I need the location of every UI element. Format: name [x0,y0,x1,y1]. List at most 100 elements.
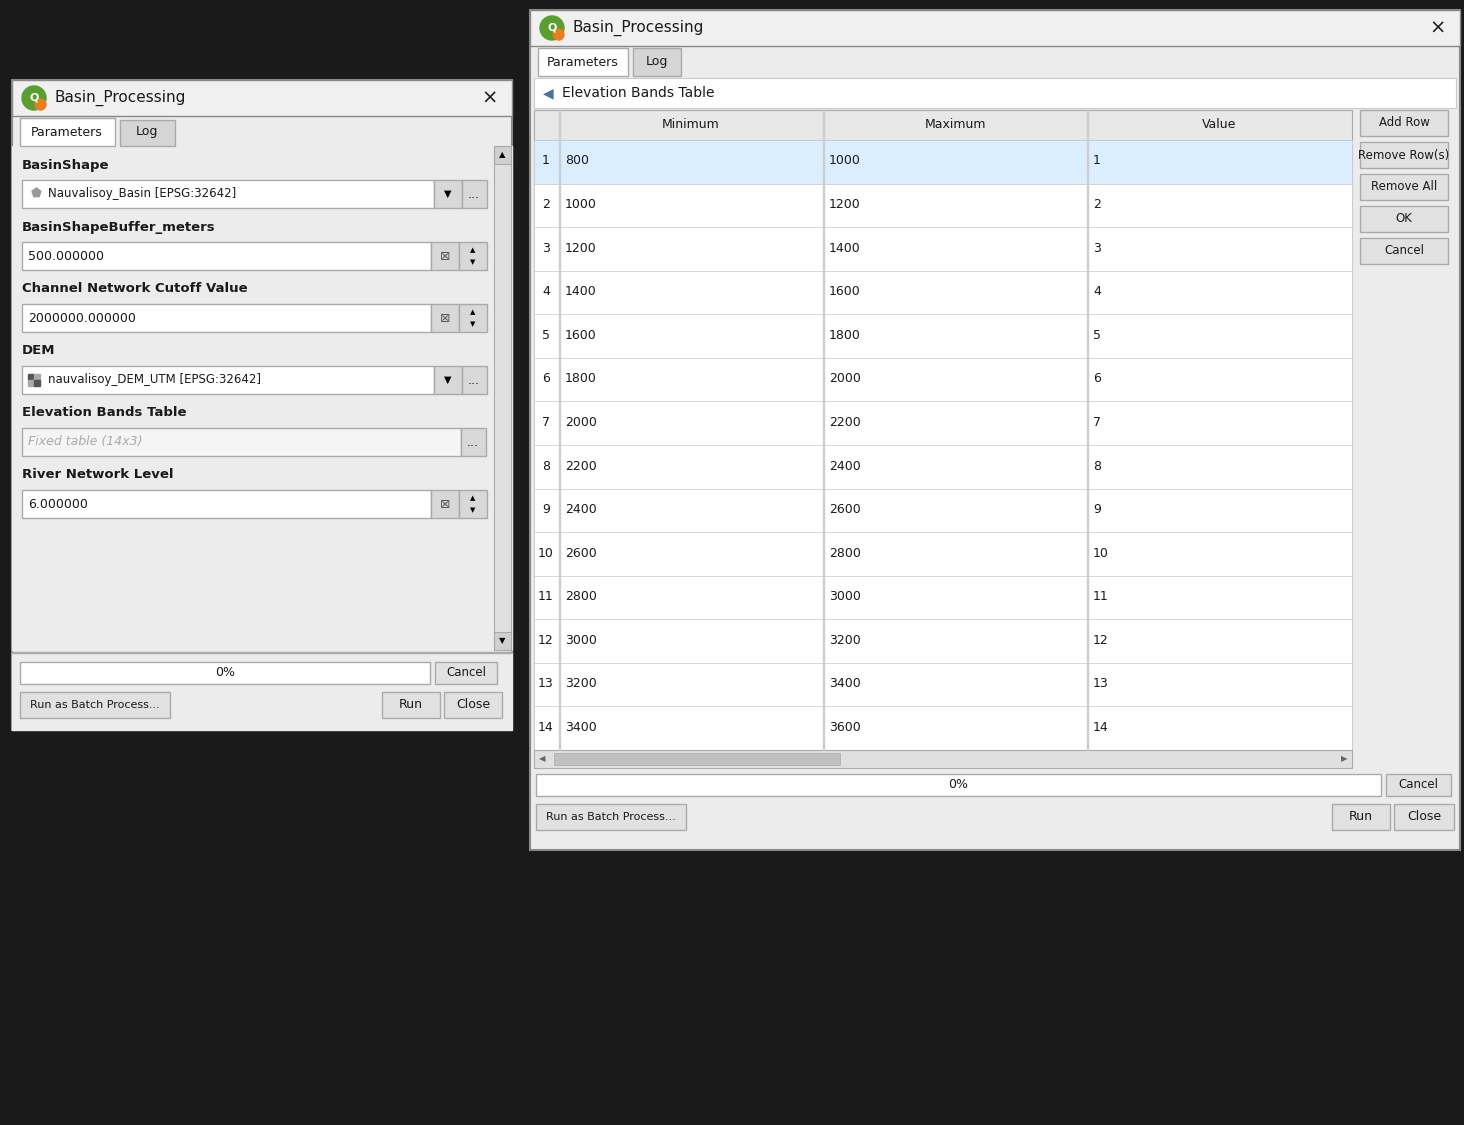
Bar [12,652,512,730]
Text: 3200: 3200 [565,677,597,691]
Text: ▼: ▼ [499,637,505,646]
Text: 8: 8 [542,459,550,472]
Text: 9: 9 [542,503,550,516]
Text: ▶: ▶ [1341,755,1347,764]
Text: 3000: 3000 [565,633,597,647]
Bar [534,78,1457,108]
Bar [1332,804,1389,830]
Bar [430,242,460,270]
Text: ...: ... [467,435,479,449]
Text: 1: 1 [542,154,550,168]
Text: Maximum: Maximum [924,118,985,132]
Text: 2: 2 [542,198,550,212]
Bar [530,10,1460,46]
Bar [534,314,1351,358]
Text: Value: Value [1202,118,1236,132]
Text: Cancel: Cancel [1398,778,1439,792]
Text: 2: 2 [1094,198,1101,212]
Bar [460,490,488,518]
Bar [632,48,681,76]
Text: Fixed table (14x3): Fixed table (14x3) [28,435,142,449]
Text: 8: 8 [1094,459,1101,472]
Bar [12,146,512,650]
Bar [430,490,460,518]
Text: 1200: 1200 [829,198,861,212]
Bar [534,446,1351,488]
Bar [12,80,512,116]
Bar [534,402,1351,446]
Text: Parameters: Parameters [31,126,102,138]
Text: 1800: 1800 [829,328,861,342]
Bar [493,632,511,650]
Text: 3400: 3400 [565,721,597,734]
Bar [534,619,1351,663]
Text: ⊠: ⊠ [439,312,451,324]
Text: 11: 11 [539,591,553,603]
Text: Elevation Bands Table: Elevation Bands Table [22,406,186,420]
Text: 14: 14 [1094,721,1108,734]
Text: ×: × [1430,18,1446,37]
Text: 7: 7 [542,416,550,429]
Bar [534,140,1351,183]
Text: 1800: 1800 [565,372,597,386]
Text: 6: 6 [542,372,550,386]
Text: 11: 11 [1094,591,1108,603]
Text: ▼: ▼ [444,375,452,385]
Bar [1360,110,1448,136]
Bar [1360,174,1448,200]
Text: ▼: ▼ [470,507,476,513]
Text: 2200: 2200 [565,459,597,472]
Text: 3: 3 [1094,242,1101,254]
Text: ◀: ◀ [539,755,545,764]
Text: 2200: 2200 [829,416,861,429]
Bar [534,750,1351,768]
Text: Cancel: Cancel [447,666,486,680]
Text: River Network Level: River Network Level [22,468,174,482]
Text: 9: 9 [1094,503,1101,516]
Bar [1360,142,1448,168]
Bar [460,242,488,270]
Bar [34,380,40,386]
Bar [1394,804,1454,830]
Bar [530,10,1460,850]
Text: 3600: 3600 [829,721,861,734]
Text: ...: ... [468,188,480,200]
Text: 2800: 2800 [829,547,861,559]
Text: 2000: 2000 [565,416,597,429]
Text: 12: 12 [539,633,553,647]
Text: 5: 5 [1094,328,1101,342]
Bar [534,488,1351,532]
Text: BasinShape: BasinShape [22,159,110,171]
Bar [382,692,441,718]
Bar [20,118,116,146]
Text: ▲: ▲ [499,151,505,160]
Text: Elevation Bands Table: Elevation Bands Table [562,86,714,100]
Text: Run as Batch Process...: Run as Batch Process... [31,700,160,710]
Text: 1200: 1200 [565,242,597,254]
Bar [461,428,486,456]
Text: 4: 4 [542,286,550,298]
Text: Parameters: Parameters [548,55,619,69]
Bar [22,180,433,208]
Text: ⬟: ⬟ [31,188,41,200]
Text: Close: Close [1407,810,1441,824]
Text: 0%: 0% [215,666,236,680]
Bar [536,774,1381,796]
Text: ▲: ▲ [470,248,476,253]
Text: ×: × [482,89,498,108]
Bar [20,692,170,718]
Bar [534,271,1351,314]
Circle shape [35,99,45,110]
Text: 1000: 1000 [829,154,861,168]
Text: ▼: ▼ [444,189,452,199]
Bar [120,120,176,146]
Bar [444,692,502,718]
Bar [430,304,460,332]
Text: 5: 5 [542,328,550,342]
Text: ...: ... [468,374,480,387]
Circle shape [540,16,564,40]
Text: 0%: 0% [949,778,968,792]
Bar [22,304,430,332]
Text: 1600: 1600 [565,328,597,342]
Bar [460,304,488,332]
